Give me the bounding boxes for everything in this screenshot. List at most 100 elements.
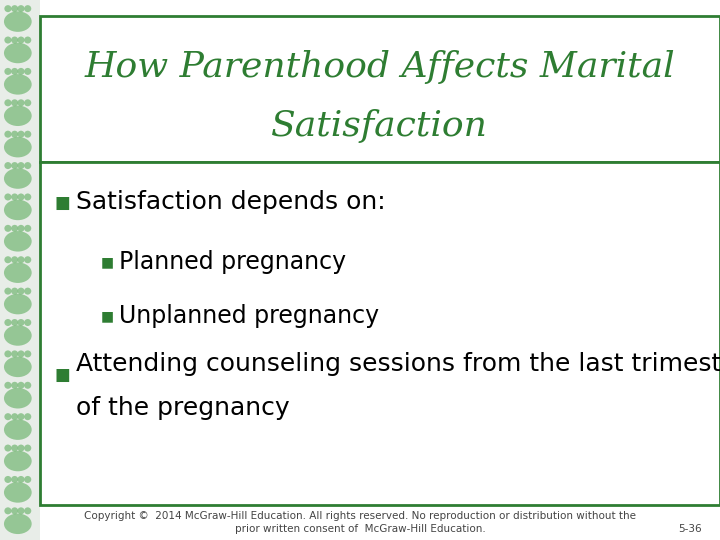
Ellipse shape (4, 11, 32, 32)
Text: ■: ■ (54, 193, 70, 212)
Ellipse shape (4, 200, 32, 220)
Ellipse shape (4, 193, 12, 200)
Ellipse shape (24, 476, 31, 483)
Ellipse shape (4, 319, 12, 326)
Ellipse shape (11, 319, 18, 326)
Ellipse shape (4, 350, 12, 357)
Ellipse shape (17, 350, 24, 357)
Ellipse shape (24, 225, 31, 232)
Ellipse shape (4, 508, 12, 514)
Ellipse shape (4, 262, 32, 283)
Ellipse shape (4, 37, 12, 44)
Ellipse shape (17, 193, 24, 200)
Ellipse shape (17, 68, 24, 75)
Ellipse shape (24, 162, 31, 169)
Ellipse shape (17, 5, 24, 12)
Ellipse shape (17, 444, 24, 451)
Ellipse shape (17, 382, 24, 389)
Ellipse shape (4, 356, 32, 377)
Ellipse shape (17, 162, 24, 169)
Ellipse shape (4, 420, 32, 440)
Ellipse shape (4, 514, 32, 534)
Ellipse shape (11, 288, 18, 295)
Ellipse shape (24, 350, 31, 357)
Ellipse shape (11, 508, 18, 514)
Ellipse shape (24, 508, 31, 514)
Ellipse shape (24, 444, 31, 451)
Ellipse shape (24, 37, 31, 44)
Ellipse shape (4, 444, 12, 451)
Ellipse shape (4, 137, 32, 157)
Ellipse shape (4, 231, 32, 252)
Ellipse shape (4, 225, 12, 232)
Ellipse shape (17, 131, 24, 138)
Text: 5-36: 5-36 (678, 524, 702, 534)
Ellipse shape (24, 5, 31, 12)
Text: of the pregnancy: of the pregnancy (76, 396, 289, 420)
Ellipse shape (4, 388, 32, 409)
Ellipse shape (4, 168, 32, 189)
Ellipse shape (11, 99, 18, 106)
Ellipse shape (24, 68, 31, 75)
Ellipse shape (17, 508, 24, 514)
Ellipse shape (4, 99, 12, 106)
Text: Copyright ©  2014 McGraw-Hill Education. All rights reserved. No reproduction or: Copyright © 2014 McGraw-Hill Education. … (84, 511, 636, 534)
Ellipse shape (4, 105, 32, 126)
Ellipse shape (4, 68, 12, 75)
Ellipse shape (17, 476, 24, 483)
Ellipse shape (11, 350, 18, 357)
Ellipse shape (4, 256, 12, 263)
Ellipse shape (24, 193, 31, 200)
Ellipse shape (17, 256, 24, 263)
Ellipse shape (17, 319, 24, 326)
Text: Planned pregnancy: Planned pregnancy (119, 250, 346, 274)
Ellipse shape (11, 5, 18, 12)
Text: Unplanned pregnancy: Unplanned pregnancy (119, 304, 379, 328)
Text: ■: ■ (101, 309, 114, 323)
Ellipse shape (24, 288, 31, 295)
Ellipse shape (4, 294, 32, 314)
Ellipse shape (4, 43, 32, 63)
Ellipse shape (11, 162, 18, 169)
Ellipse shape (11, 37, 18, 44)
Ellipse shape (17, 288, 24, 295)
Ellipse shape (17, 413, 24, 420)
Ellipse shape (4, 482, 32, 503)
Ellipse shape (4, 451, 32, 471)
FancyBboxPatch shape (40, 162, 720, 505)
Text: ■: ■ (101, 255, 114, 269)
Ellipse shape (4, 413, 12, 420)
Ellipse shape (11, 444, 18, 451)
Ellipse shape (17, 99, 24, 106)
Ellipse shape (24, 256, 31, 263)
Ellipse shape (4, 476, 12, 483)
Text: Satisfaction: Satisfaction (271, 109, 488, 143)
Text: How Parenthood Affects Marital: How Parenthood Affects Marital (84, 50, 675, 84)
Ellipse shape (4, 74, 32, 94)
Ellipse shape (4, 288, 12, 295)
Ellipse shape (11, 193, 18, 200)
Ellipse shape (11, 413, 18, 420)
Ellipse shape (11, 68, 18, 75)
Ellipse shape (11, 476, 18, 483)
Ellipse shape (4, 382, 12, 389)
Ellipse shape (4, 325, 32, 346)
Ellipse shape (24, 131, 31, 138)
Ellipse shape (11, 131, 18, 138)
Ellipse shape (4, 5, 12, 12)
Ellipse shape (11, 225, 18, 232)
FancyBboxPatch shape (40, 16, 720, 162)
Ellipse shape (11, 256, 18, 263)
Ellipse shape (4, 162, 12, 169)
Text: Satisfaction depends on:: Satisfaction depends on: (76, 191, 385, 214)
Ellipse shape (24, 319, 31, 326)
FancyBboxPatch shape (0, 0, 40, 540)
Ellipse shape (24, 382, 31, 389)
Ellipse shape (4, 131, 12, 138)
Ellipse shape (17, 37, 24, 44)
Ellipse shape (11, 382, 18, 389)
Ellipse shape (24, 413, 31, 420)
Text: ■: ■ (54, 366, 70, 384)
Ellipse shape (24, 99, 31, 106)
Ellipse shape (17, 225, 24, 232)
